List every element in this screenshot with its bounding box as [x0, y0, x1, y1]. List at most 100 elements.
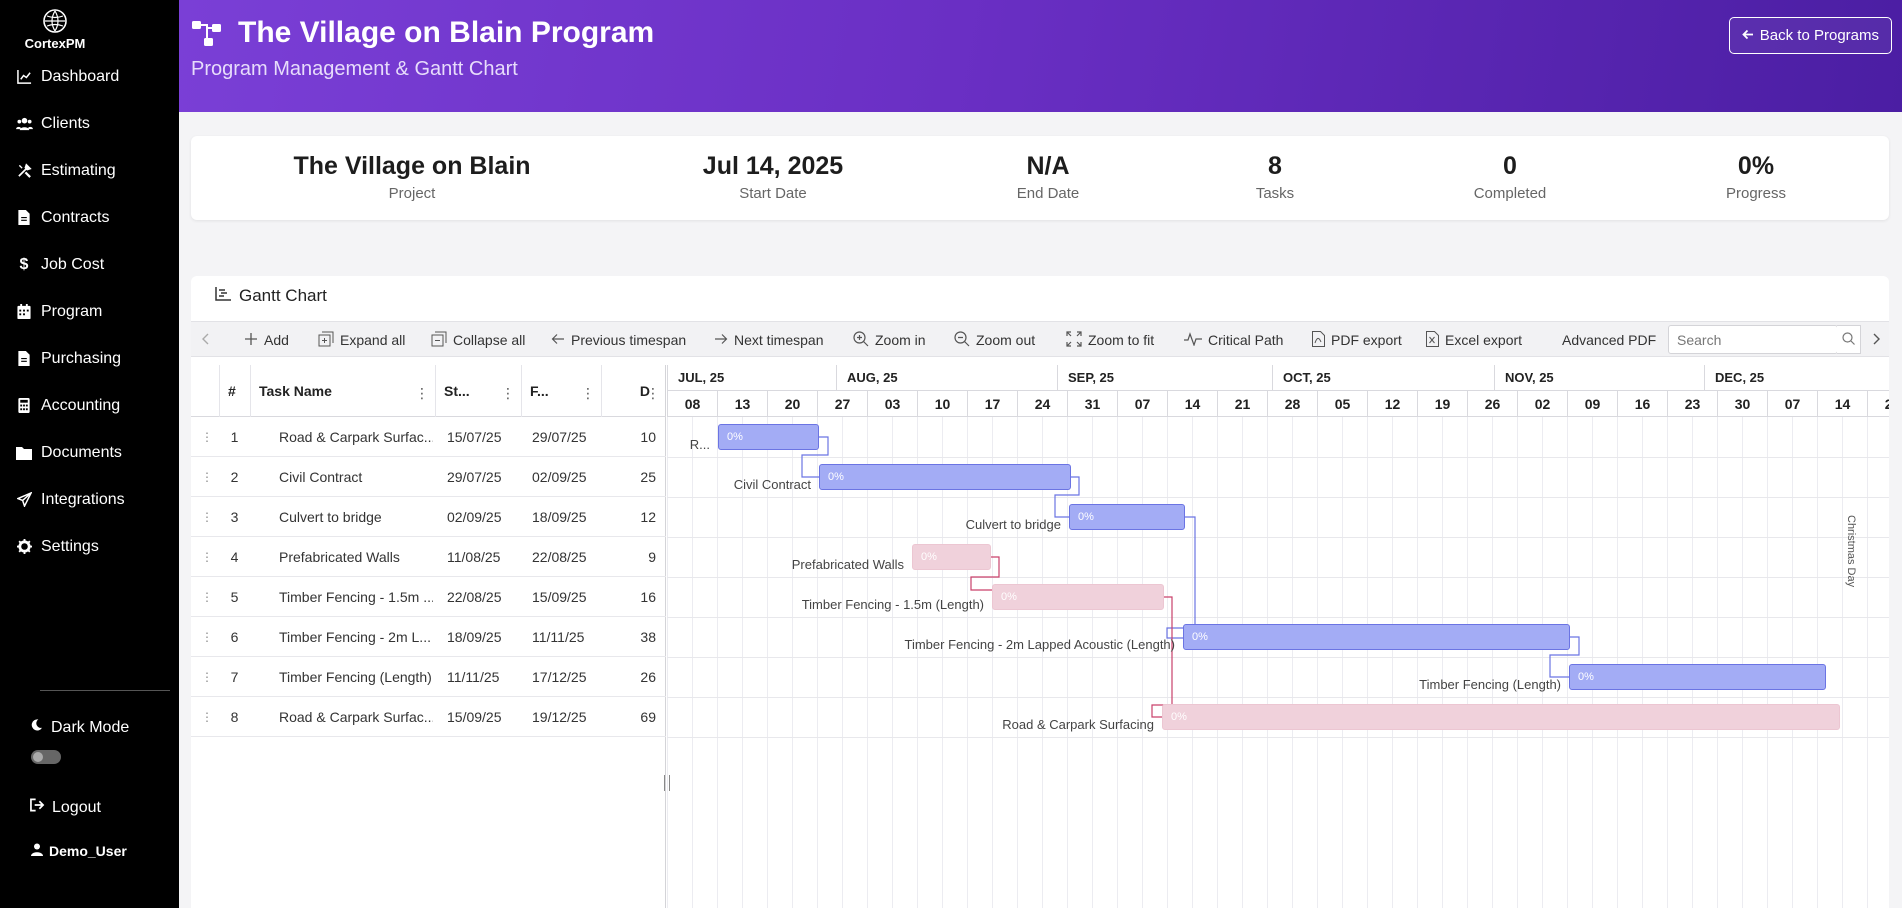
logout-label: Logout — [52, 798, 101, 816]
task-finish[interactable]: 18/09/25 — [532, 509, 587, 525]
task-start[interactable]: 15/09/25 — [447, 709, 502, 725]
task-name[interactable]: Culvert to bridge — [279, 509, 382, 525]
toolbar-previous-timespan-button[interactable]: Previous timespan — [551, 322, 686, 358]
table-row[interactable]: ⋮⋮ 5 Timber Fencing - 1.5m ... 22/08/25 15/0… — [191, 577, 666, 617]
task-finish[interactable]: 11/11/25 — [532, 629, 585, 645]
task-finish[interactable]: 22/08/25 — [532, 549, 587, 565]
table-row[interactable]: ⋮⋮ 6 Timber Fencing - 2m L... 18/09/25 11/11… — [191, 617, 666, 657]
drag-handle-icon[interactable]: ⋮⋮ — [201, 510, 217, 524]
toolbar-scroll-right[interactable] — [1873, 322, 1881, 358]
sidebar-item-settings[interactable]: Settings — [0, 523, 179, 570]
toolbar-pdf-export-button[interactable]: PDF export — [1312, 322, 1402, 358]
drag-handle-icon[interactable]: ⋮⋮ — [201, 470, 217, 484]
task-duration[interactable]: 9 — [648, 549, 656, 565]
toolbar-critical-path-button[interactable]: Critical Path — [1184, 322, 1283, 358]
toolbar-excel-export-button[interactable]: Excel export — [1426, 322, 1522, 358]
sidebar-item-job-cost[interactable]: $ Job Cost — [0, 241, 179, 288]
task-start[interactable]: 11/08/25 — [447, 549, 501, 565]
column-header-duration[interactable]: D ⋮ — [601, 365, 666, 417]
toolbar-expand-all-button[interactable]: Expand all — [318, 322, 405, 358]
dark-mode-toggle[interactable] — [31, 750, 61, 764]
toolbar-collapse-all-button[interactable]: Collapse all — [431, 322, 525, 358]
task-duration[interactable]: 38 — [640, 629, 656, 645]
toolbar-zoom-to-fit-button[interactable]: Zoom to fit — [1066, 322, 1154, 358]
toolbar-add-button[interactable]: Add — [244, 322, 289, 358]
sidebar-item-accounting[interactable]: Accounting — [0, 382, 179, 429]
toolbar-zoom-in-button[interactable]: Zoom in — [853, 322, 926, 358]
task-duration[interactable]: 10 — [640, 429, 656, 445]
task-finish[interactable]: 17/12/25 — [532, 669, 587, 685]
task-finish[interactable]: 19/12/25 — [532, 709, 587, 725]
task-name[interactable]: Road & Carpark Surfac... — [279, 429, 433, 445]
task-start[interactable]: 15/07/25 — [447, 429, 502, 445]
column-menu-icon[interactable]: ⋮ — [646, 385, 660, 401]
toolbar-scroll-left[interactable] — [201, 322, 209, 358]
task-start[interactable]: 22/08/25 — [447, 589, 502, 605]
task-finish[interactable]: 02/09/25 — [532, 469, 587, 485]
sidebar-item-estimating[interactable]: Estimating — [0, 147, 179, 194]
drag-handle-icon[interactable]: ⋮⋮ — [201, 550, 217, 564]
sidebar-item-dashboard[interactable]: Dashboard — [0, 53, 179, 100]
user-profile[interactable]: Demo_User — [31, 843, 127, 859]
task-finish[interactable]: 29/07/25 — [532, 429, 587, 445]
task-bar[interactable]: 0% — [1069, 504, 1185, 530]
table-row[interactable]: ⋮⋮ 8 Road & Carpark Surfac... 15/09/25 19/12… — [191, 697, 666, 737]
column-menu-icon[interactable]: ⋮ — [581, 385, 595, 401]
task-start[interactable]: 29/07/25 — [447, 469, 502, 485]
grid-splitter-handle[interactable] — [664, 775, 670, 791]
table-row[interactable]: ⋮⋮ 1 Road & Carpark Surfac... 15/07/25 29/07… — [191, 417, 666, 457]
sidebar-item-purchasing[interactable]: Purchasing — [0, 335, 179, 382]
table-row[interactable]: ⋮⋮ 3 Culvert to bridge 02/09/25 18/09/25 12 — [191, 497, 666, 537]
task-bar[interactable]: 0% — [819, 464, 1071, 490]
sidebar-item-integrations[interactable]: Integrations — [0, 476, 179, 523]
search-button[interactable] — [1837, 325, 1861, 354]
sidebar-item-documents[interactable]: Documents — [0, 429, 179, 476]
task-duration[interactable]: 12 — [640, 509, 656, 525]
drag-handle-icon[interactable]: ⋮⋮ — [201, 630, 217, 644]
search-input[interactable]: Search — [1668, 325, 1838, 354]
sidebar-item-contracts[interactable]: Contracts — [0, 194, 179, 241]
table-row[interactable]: ⋮⋮ 7 Timber Fencing (Length) 11/11/25 17/12/… — [191, 657, 666, 697]
drag-handle-icon[interactable]: ⋮⋮ — [201, 590, 217, 604]
task-duration[interactable]: 69 — [640, 709, 656, 725]
task-bar[interactable]: 0% — [1162, 704, 1840, 730]
drag-handle-icon[interactable]: ⋮⋮ — [201, 710, 217, 724]
toolbar-advanced-pdf-button[interactable]: Advanced PDF — [1562, 322, 1656, 358]
task-name[interactable]: Timber Fencing (Length) — [279, 669, 432, 685]
task-name[interactable]: Timber Fencing - 2m L... — [279, 629, 431, 645]
drag-handle-icon[interactable]: ⋮⋮ — [201, 430, 217, 444]
column-header-id[interactable]: # — [219, 365, 250, 417]
task-duration[interactable]: 25 — [640, 469, 656, 485]
column-header-start[interactable]: St... ⋮ — [435, 365, 521, 417]
toolbar-zoom-out-button[interactable]: Zoom out — [954, 322, 1035, 358]
column-menu-icon[interactable]: ⋮ — [501, 385, 515, 401]
task-start[interactable]: 18/09/25 — [447, 629, 502, 645]
task-name[interactable]: Prefabricated Walls — [279, 549, 400, 565]
logo[interactable]: CortexPM — [20, 8, 90, 51]
column-header-task-name[interactable]: Task Name ⋮ — [250, 365, 435, 417]
task-start[interactable]: 11/11/25 — [447, 669, 500, 685]
column-menu-icon[interactable]: ⋮ — [415, 385, 429, 401]
task-start[interactable]: 02/09/25 — [447, 509, 502, 525]
task-bar[interactable]: 0% — [992, 584, 1164, 610]
toolbar-next-timespan-button[interactable]: Next timespan — [714, 322, 823, 358]
task-duration[interactable]: 26 — [640, 669, 656, 685]
task-finish[interactable]: 15/09/25 — [532, 589, 587, 605]
task-name[interactable]: Civil Contract — [279, 469, 363, 485]
drag-handle-icon[interactable]: ⋮⋮ — [201, 670, 217, 684]
task-name[interactable]: Timber Fencing - 1.5m ... — [279, 589, 433, 605]
task-bar[interactable]: 0% — [912, 544, 991, 570]
task-bar[interactable]: 0% — [1569, 664, 1826, 690]
task-name[interactable]: Road & Carpark Surfac... — [279, 709, 433, 725]
back-to-programs-button[interactable]: Back to Programs — [1728, 17, 1892, 54]
column-header-finish[interactable]: F... ⋮ — [521, 365, 601, 417]
task-bar[interactable]: 0% — [718, 424, 819, 450]
task-duration[interactable]: 16 — [640, 589, 656, 605]
logout-button[interactable]: Logout — [30, 798, 101, 817]
table-row[interactable]: ⋮⋮ 2 Civil Contract 29/07/25 02/09/25 25 — [191, 457, 666, 497]
sidebar-item-program[interactable]: Program — [0, 288, 179, 335]
sidebar-item-clients[interactable]: Clients — [0, 100, 179, 147]
table-row[interactable]: ⋮⋮ 4 Prefabricated Walls 11/08/25 22/08/25 9 — [191, 537, 666, 577]
gridline — [767, 417, 768, 908]
task-bar[interactable]: 0% — [1183, 624, 1570, 650]
